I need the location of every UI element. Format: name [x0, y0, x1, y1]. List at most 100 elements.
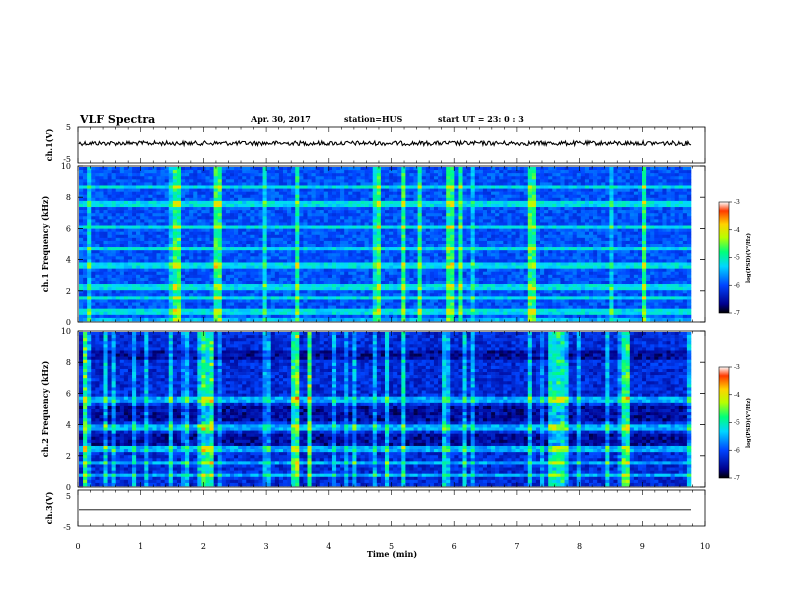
- spectrogram-cell: [442, 188, 447, 192]
- spectrogram-cell: [140, 219, 145, 223]
- spectrogram-cell: [299, 259, 304, 263]
- spectrogram-cell: [148, 197, 153, 202]
- spectrogram-cell: [79, 253, 84, 257]
- spectrogram-cell: [246, 240, 251, 245]
- spectrogram-cell: [140, 234, 145, 239]
- spectrogram-cell: [103, 185, 108, 189]
- spectrogram-cell: [438, 314, 443, 319]
- spectrogram-cell: [87, 280, 92, 285]
- spectrogram-cell: [87, 191, 92, 196]
- spectrogram-cell: [458, 305, 463, 309]
- spectrogram-cell: [103, 302, 108, 306]
- spectrogram-cell: [119, 213, 125, 217]
- spectrogram-cell: [99, 194, 104, 199]
- spectrogram-cell: [91, 173, 96, 177]
- spectrogram-cell: [140, 216, 145, 220]
- spectrogram-cell: [425, 268, 431, 273]
- spectrogram-cell: [250, 299, 255, 303]
- spectrogram-cell: [319, 296, 325, 300]
- spectrogram-cell: [189, 314, 194, 319]
- spectrogram-cell: [438, 210, 443, 214]
- spectrogram-cell: [385, 237, 390, 242]
- spectrogram-cell: [474, 293, 480, 297]
- spectrogram-cell: [201, 191, 206, 196]
- spectrogram-cell: [348, 197, 353, 202]
- spectrogram-cell: [103, 296, 108, 300]
- spectrogram-cell: [433, 302, 439, 306]
- spectrogram-cell: [425, 170, 431, 174]
- spectrogram-cell: [83, 244, 88, 248]
- spectrogram-cell: [242, 213, 247, 217]
- spectrogram-cell: [213, 271, 219, 276]
- spectrogram-cell: [103, 314, 108, 319]
- spectrogram-cell: [413, 274, 418, 279]
- spectrogram-cell: [87, 302, 92, 306]
- spectrogram-cell: [176, 314, 182, 319]
- spectrogram-cell: [352, 213, 357, 217]
- spectrogram-cell: [87, 173, 92, 177]
- spectrogram-cell: [168, 293, 174, 297]
- spectrogram-cell: [274, 311, 280, 316]
- spectrogram-cell: [217, 210, 223, 214]
- spectrogram-cell: [164, 182, 170, 186]
- spectrogram-cell: [340, 287, 345, 291]
- spectrogram-cell: [417, 262, 423, 266]
- spectrogram-cell: [401, 219, 406, 223]
- spectrogram-cell: [319, 188, 325, 192]
- spectrogram-cell: [83, 203, 88, 208]
- spectrogram-cell: [274, 219, 280, 223]
- spectrogram-cell: [352, 207, 357, 211]
- spectrogram-cell: [197, 296, 202, 300]
- spectrogram-cell: [356, 311, 361, 316]
- spectrogram-cell: [127, 207, 133, 211]
- spectrogram-cell: [87, 256, 92, 260]
- spectrogram-cell: [127, 259, 133, 263]
- spectrogram-cell: [417, 197, 423, 202]
- spectrogram-cell: [148, 305, 153, 309]
- spectrogram-cell: [172, 203, 178, 208]
- spectrogram-cell: [238, 247, 243, 251]
- spectrogram-cell: [136, 219, 141, 223]
- spectrogram-cell: [144, 197, 149, 202]
- spectrogram-cell: [270, 219, 276, 223]
- spectrogram-cell: [217, 234, 223, 239]
- spectrogram-cell: [95, 225, 100, 229]
- spectrogram-cell: [123, 228, 129, 232]
- spectrogram-cell: [348, 191, 353, 196]
- spectrogram-cell: [132, 197, 137, 202]
- spectrogram-cell: [148, 210, 153, 214]
- spectrogram-cell: [364, 197, 369, 202]
- spectrogram-cell: [181, 271, 186, 276]
- spectrogram-cell: [291, 213, 296, 217]
- spectrogram-cell: [417, 290, 423, 294]
- spectrogram-cell: [254, 240, 259, 245]
- spectrogram-cell: [331, 234, 337, 239]
- spectrogram-cell: [417, 207, 423, 211]
- spectrogram-cell: [274, 250, 280, 254]
- spectrogram-cell: [266, 265, 272, 269]
- spectrogram-cell: [409, 311, 414, 316]
- spectrogram-cell: [393, 191, 398, 196]
- spectrogram-cell: [91, 250, 96, 254]
- spectrogram-cell: [340, 308, 345, 313]
- spectrogram-cell: [429, 210, 435, 214]
- spectrogram-cell: [283, 256, 288, 260]
- spectrogram-cell: [156, 222, 161, 226]
- spectrogram-cell: [474, 173, 480, 177]
- spectrogram-cell: [103, 197, 108, 202]
- spectrogram-cell: [127, 170, 133, 174]
- spectrogram-cell: [458, 219, 463, 223]
- spectrogram-cell: [360, 231, 365, 236]
- spectrogram-cell: [352, 317, 357, 322]
- spectrogram-cell: [376, 173, 382, 177]
- spectrogram-cell: [401, 296, 406, 300]
- spectrogram-cell: [123, 284, 129, 288]
- spectrogram-cell: [201, 173, 206, 177]
- spectrogram-cell: [242, 274, 247, 279]
- spectrogram-cell: [197, 167, 202, 171]
- spectrogram-cell: [221, 203, 227, 208]
- spectrogram-cell: [156, 207, 161, 211]
- spectrogram-cell: [429, 234, 435, 239]
- spectrogram-cell: [462, 167, 467, 171]
- spectrogram-cell: [181, 277, 186, 282]
